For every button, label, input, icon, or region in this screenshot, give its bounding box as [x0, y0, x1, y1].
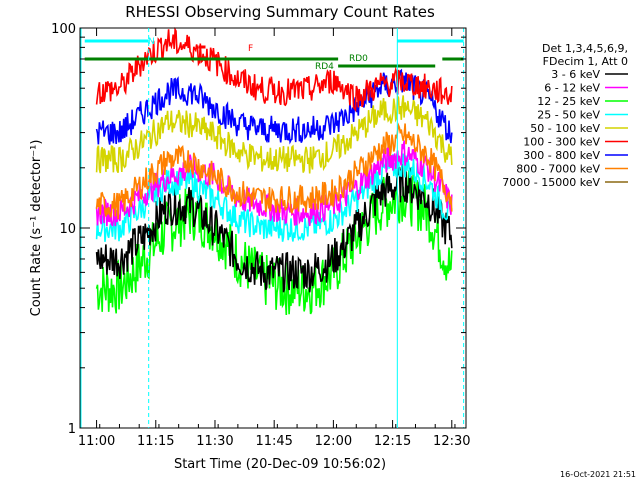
- legend-header: FDecim 1, Att 0: [543, 55, 628, 68]
- axes: F RD0 RD4 N 11:00 11:15 11:30 11:45 12:00 12:15 12…: [51, 22, 470, 449]
- series-line: [95, 93, 453, 174]
- x-tick-label: 11:45: [255, 434, 292, 449]
- x-tick-label: 11:00: [78, 434, 115, 449]
- chart-title: RHESSI Observing Summary Count Rates: [125, 3, 435, 21]
- legend-label: 12 - 25 keV: [537, 95, 600, 108]
- legend-header: Det 1,3,4,5,6,9,: [542, 42, 628, 55]
- x-tick-label: 12:30: [433, 434, 470, 449]
- legend-label: 6 - 12 keV: [544, 82, 600, 95]
- y-tick-label: 1: [68, 422, 76, 437]
- series-line: [95, 122, 453, 220]
- legend-label: 300 - 800 keV: [523, 149, 600, 162]
- plot-area: [95, 26, 453, 316]
- legend-label: 7000 - 15000 keV: [502, 176, 600, 189]
- series-line: [95, 170, 453, 316]
- y-tick-label: 10: [59, 222, 76, 237]
- x-axis-label: Start Time (20-Dec-09 10:56:02): [174, 457, 386, 472]
- x-tick-label: 11:30: [196, 434, 233, 449]
- legend-label: 100 - 300 keV: [523, 136, 600, 149]
- legend-label: 25 - 50 keV: [537, 109, 600, 122]
- legend-label: 3 - 6 keV: [551, 68, 600, 81]
- series-line: [95, 163, 453, 293]
- generation-timestamp: 16-Oct-2021 21:51: [560, 470, 636, 479]
- legend-label: 800 - 7000 keV: [516, 163, 600, 176]
- y-tick-label: 100: [51, 22, 76, 37]
- night-label: N: [148, 37, 155, 47]
- rd4-label: RD4: [315, 62, 334, 72]
- x-tick-label: 11:15: [137, 434, 174, 449]
- x-tick-label: 12:00: [315, 434, 352, 449]
- rd0-label: RD0: [349, 54, 368, 64]
- x-tick-label: 12:15: [374, 434, 411, 449]
- y-axis-label: Count Rate (s⁻¹ detector⁻¹): [29, 140, 44, 317]
- series-line: [95, 26, 453, 113]
- legend-label: 50 - 100 keV: [530, 122, 600, 135]
- legend: Det 1,3,4,5,6,9,FDecim 1, Att 03 - 6 keV…: [502, 42, 628, 189]
- flare-label: F: [248, 44, 253, 54]
